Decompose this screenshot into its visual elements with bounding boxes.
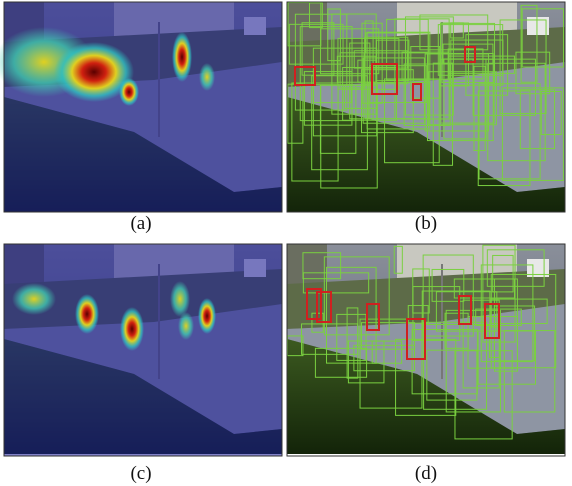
detection-box [435, 291, 498, 332]
detection-box [450, 39, 504, 86]
detection-box [445, 309, 501, 413]
caption: (a) [130, 213, 151, 234]
detection-box [426, 52, 494, 142]
detection-box [343, 84, 378, 109]
detection-box [361, 322, 416, 350]
detection-box [294, 66, 316, 86]
detection-box [361, 69, 414, 134]
detection-box [448, 55, 515, 74]
detection-box [521, 8, 565, 68]
detection-box [519, 89, 556, 150]
detection-box [337, 37, 400, 90]
detection-box [347, 340, 385, 384]
detection-box [357, 59, 377, 83]
detection-box [303, 71, 353, 126]
detection-box [302, 252, 342, 280]
detection-box [473, 65, 486, 152]
detection-box [478, 83, 541, 180]
detection-box [311, 75, 368, 171]
detection-box [287, 2, 322, 47]
panel-d [286, 243, 566, 457]
detection-box [336, 313, 367, 361]
detection-box [371, 63, 398, 95]
detection-box [477, 90, 531, 187]
detection-box [288, 23, 344, 65]
detection-box [477, 330, 537, 385]
detection-box [465, 34, 509, 96]
detection-box [453, 278, 515, 299]
detection-box [362, 57, 425, 124]
detection-box [490, 273, 557, 369]
detection-box [412, 83, 422, 101]
detection-box [393, 245, 403, 274]
detection-box [432, 62, 454, 166]
detection-box [464, 46, 476, 63]
detection-box [410, 46, 441, 99]
detection-box [422, 254, 474, 337]
panel-b [286, 1, 566, 213]
detection-box [353, 50, 408, 69]
detection-box [371, 340, 403, 364]
detection-box [407, 305, 429, 324]
detection-box [384, 78, 440, 164]
detection-box [419, 14, 489, 51]
detection-box [486, 249, 545, 287]
detection-box [326, 266, 377, 364]
detection-box [480, 264, 534, 363]
detection-box [301, 22, 335, 76]
detection-box [349, 42, 371, 120]
caption: (b) [415, 213, 437, 234]
caption: (d) [415, 463, 437, 484]
detection-box [492, 254, 514, 293]
detection-box [487, 62, 546, 162]
detection-box [493, 278, 518, 372]
detection-box [302, 272, 370, 294]
detection-box [472, 58, 536, 116]
detection-box [441, 22, 496, 83]
detection-box [301, 323, 359, 355]
detection-box [450, 22, 464, 39]
detection-box [515, 51, 551, 95]
detection-box [323, 256, 390, 336]
detection-box [314, 347, 368, 378]
detection-box [520, 4, 538, 83]
detection-box [431, 268, 465, 302]
detection-box [426, 349, 478, 401]
detection-box [312, 84, 352, 104]
panel-a [0, 1, 283, 213]
panel-c [3, 243, 283, 457]
caption: (c) [130, 463, 151, 484]
detection-box [501, 87, 564, 181]
detection-box [421, 290, 491, 326]
detection-box [454, 350, 513, 440]
